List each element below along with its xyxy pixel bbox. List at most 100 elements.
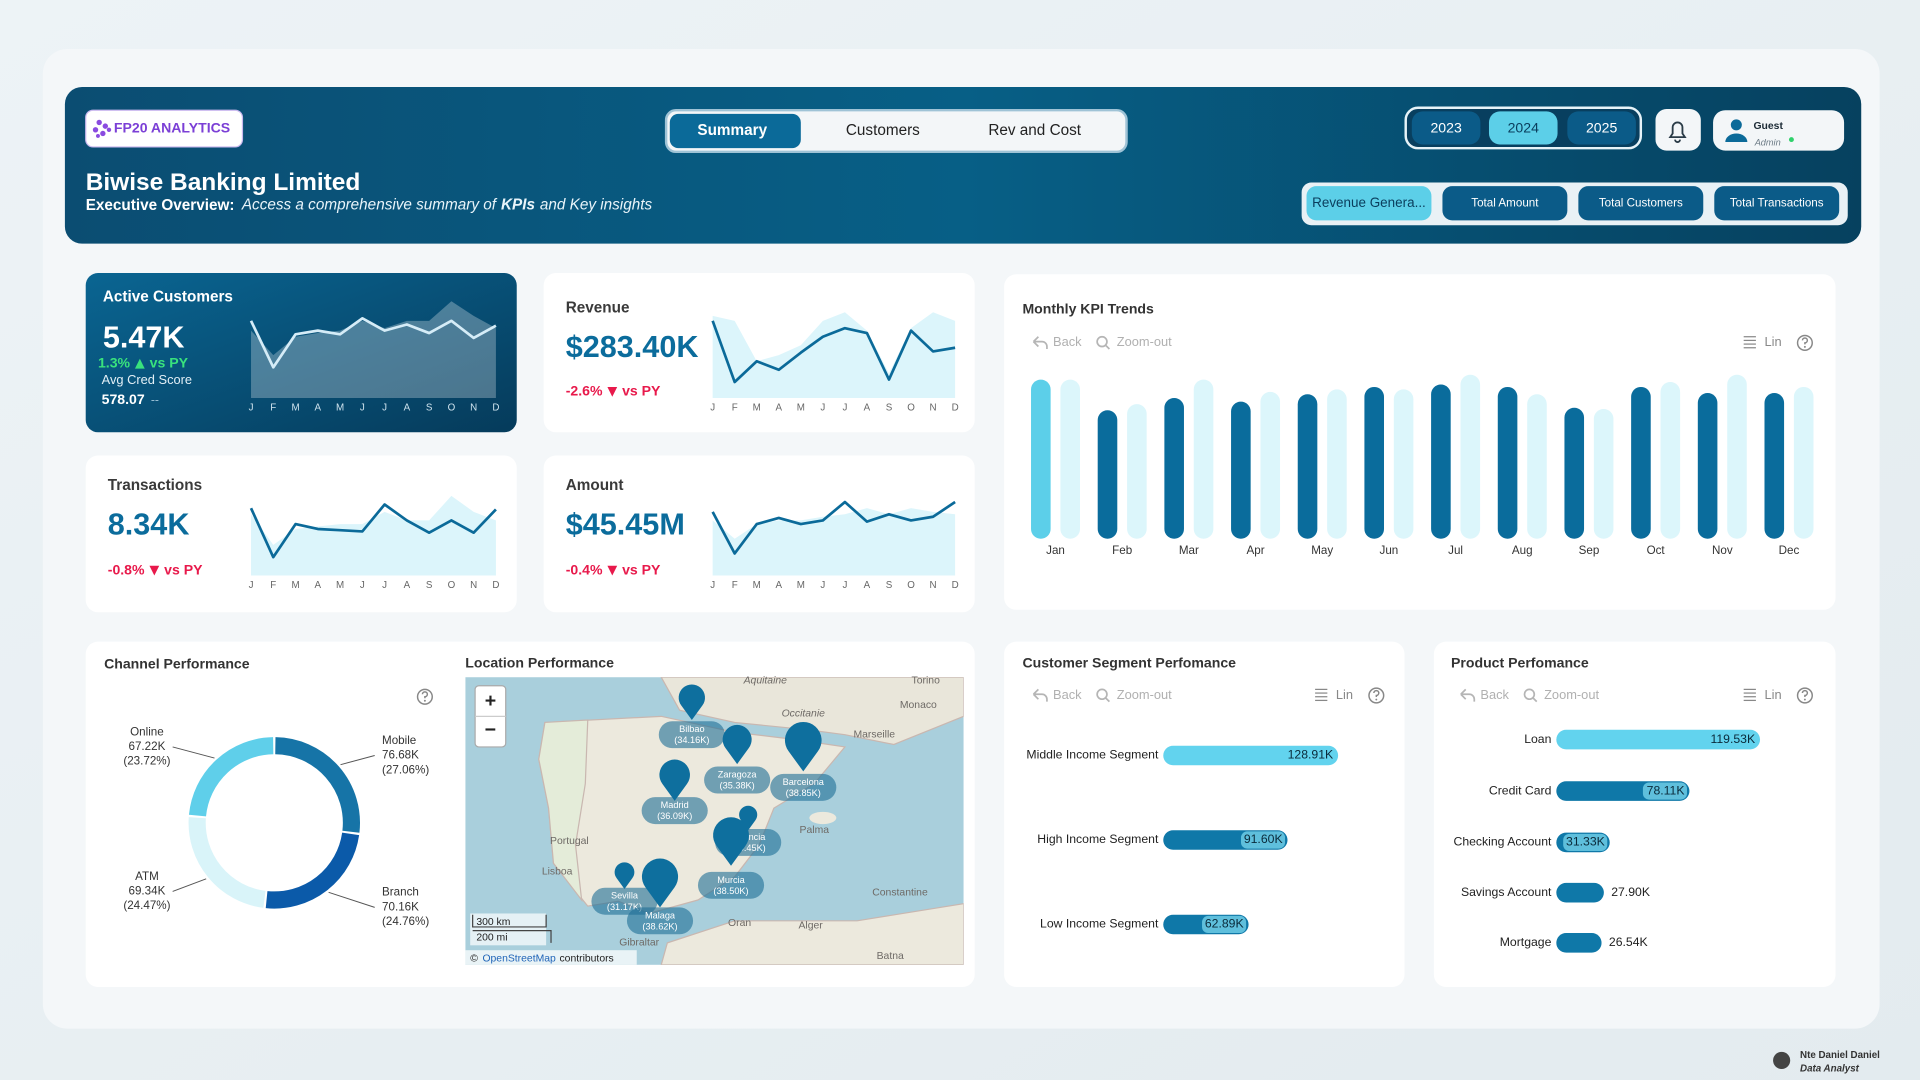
- logo-badge: [85, 109, 244, 148]
- zoom-out[interactable]: −: [485, 719, 496, 741]
- toolbar-lin[interactable]: Lin: [1764, 334, 1781, 349]
- kpi-title: Amount: [566, 477, 624, 494]
- bar: [1193, 379, 1214, 539]
- toolbar-zoom-out[interactable]: Zoom-out: [1117, 334, 1172, 349]
- card-title: Product Perfomance: [1451, 654, 1589, 670]
- bell-button[interactable]: [1655, 108, 1701, 151]
- overview-text: Access a comprehensive summary of KPIs and…: [241, 197, 653, 214]
- bar: [1660, 382, 1681, 539]
- metric-button[interactable]: [1578, 186, 1704, 221]
- help-icon[interactable]: [1368, 687, 1385, 704]
- bar: [1527, 394, 1547, 539]
- metric-button[interactable]: [1442, 186, 1568, 221]
- year-button[interactable]: [1488, 111, 1558, 145]
- zoom-in[interactable]: +: [485, 690, 496, 712]
- tab[interactable]: Summary: [697, 122, 767, 139]
- sparkline: [711, 500, 956, 555]
- toolbar-back[interactable]: Back: [1053, 334, 1082, 349]
- bar: [1031, 379, 1051, 539]
- author-name: Nte Daniel Daniel: [1800, 1050, 1880, 1061]
- value-label: 31.33K: [1566, 835, 1606, 849]
- x-tick-label: Jun: [1380, 544, 1399, 557]
- kpi-value: 5.47K: [103, 320, 185, 354]
- place-label: Aquitaine: [743, 676, 788, 687]
- month-label: M: [753, 580, 761, 591]
- toolbar-lin[interactable]: Lin: [1764, 687, 1781, 702]
- city-name: Murcia: [717, 875, 745, 885]
- bar: [1393, 389, 1414, 539]
- year-label[interactable]: 2024: [1508, 119, 1539, 135]
- month-label: O: [448, 402, 456, 413]
- city-pin[interactable]: [739, 805, 758, 831]
- tab[interactable]: Rev and Cost: [988, 122, 1081, 139]
- donut-slice: [188, 737, 274, 817]
- city-name: Malaga: [645, 910, 676, 920]
- city-pin[interactable]: [659, 759, 690, 801]
- metric-label[interactable]: Total Transactions: [1730, 196, 1824, 209]
- bar: [1564, 407, 1585, 539]
- month-label: N: [470, 580, 477, 591]
- scale-label: 200 mi: [476, 933, 507, 944]
- page-title: Biwise Banking Limited: [86, 169, 361, 196]
- year-button[interactable]: [1567, 111, 1636, 145]
- toolbar-back[interactable]: Back: [1480, 687, 1509, 702]
- bar: [1556, 933, 1602, 953]
- kpi-change: -0.4%: [566, 561, 603, 577]
- month-label: A: [776, 580, 783, 591]
- map: [465, 677, 964, 965]
- toolbar-lin[interactable]: Lin: [1336, 687, 1353, 702]
- bar: [1697, 393, 1718, 539]
- year-label[interactable]: 2025: [1586, 119, 1617, 135]
- slice-label: (24.76%): [382, 915, 429, 928]
- help-icon: [1375, 698, 1378, 701]
- metric-button[interactable]: [1306, 186, 1432, 221]
- toolbar-zoom-out[interactable]: Zoom-out: [1544, 687, 1599, 702]
- city-pin[interactable]: [784, 721, 822, 772]
- bar: [1060, 379, 1080, 539]
- overview-part: Access a comprehensive summary of: [241, 197, 498, 214]
- year-button[interactable]: [1411, 111, 1481, 145]
- city-pin[interactable]: [641, 858, 679, 908]
- product-card: [1433, 641, 1836, 987]
- city-pin[interactable]: [722, 724, 752, 765]
- city-name: Bilbao: [679, 724, 705, 734]
- tab[interactable]: Customers: [846, 122, 920, 139]
- help-icon[interactable]: [1796, 334, 1813, 351]
- city-value: (38.85K): [786, 788, 821, 798]
- year-label[interactable]: 2023: [1430, 119, 1461, 135]
- map-island: [809, 811, 837, 825]
- metric-label[interactable]: Revenue Genera...: [1312, 195, 1426, 210]
- bar: [1793, 386, 1814, 539]
- month-label: A: [864, 402, 871, 413]
- city-pin[interactable]: [713, 817, 749, 866]
- month-label: M: [336, 580, 344, 591]
- metric-label[interactable]: Total Amount: [1471, 196, 1539, 209]
- slice-label: 70.16K: [382, 900, 419, 913]
- month-label: J: [842, 402, 847, 413]
- toolbar-zoom-out[interactable]: Zoom-out: [1117, 687, 1172, 702]
- slice-label: (23.72%): [123, 755, 170, 768]
- donut-slice: [188, 817, 266, 908]
- place-label: Torino: [912, 676, 941, 687]
- kpi-value: $283.40K: [566, 330, 699, 364]
- tab-active[interactable]: [669, 113, 801, 149]
- slice-label: Online: [130, 725, 164, 738]
- help-icon[interactable]: [1796, 687, 1813, 704]
- month-label: D: [952, 402, 959, 413]
- month-label: J: [249, 580, 254, 591]
- zoom-icon: [1532, 697, 1538, 703]
- leader-line: [328, 891, 375, 908]
- zoom-icon: [1105, 697, 1110, 703]
- sparkline-area: [251, 495, 496, 576]
- city-pin[interactable]: [678, 684, 705, 720]
- toolbar-back[interactable]: Back: [1053, 687, 1082, 702]
- help-icon: [1803, 698, 1806, 701]
- help-icon[interactable]: [416, 688, 433, 705]
- attribution-box: [465, 950, 637, 965]
- city-pin[interactable]: [614, 862, 635, 889]
- month-label: N: [930, 580, 937, 591]
- metric-button[interactable]: [1714, 186, 1840, 221]
- kpi-value: $45.45M: [566, 508, 685, 542]
- sparkline-area: [712, 312, 956, 398]
- metric-label[interactable]: Total Customers: [1599, 196, 1683, 209]
